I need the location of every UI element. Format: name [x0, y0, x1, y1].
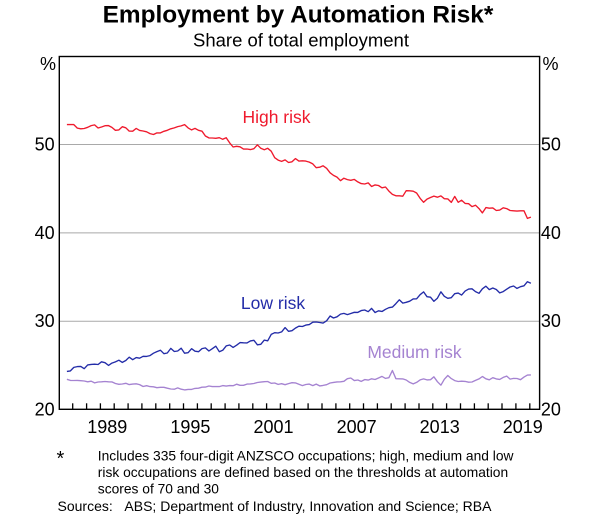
svg-text:High risk: High risk	[242, 107, 310, 127]
svg-text:*: *	[57, 448, 65, 470]
svg-text:Employment by Automation Risk*: Employment by Automation Risk*	[103, 2, 494, 29]
svg-text:Medium risk: Medium risk	[367, 342, 462, 362]
svg-text:Includes 335 four-digit ANZSCO: Includes 335 four-digit ANZSCO occupatio…	[98, 449, 514, 464]
svg-text:scores of 70 and 30: scores of 70 and 30	[98, 482, 220, 497]
svg-text:50: 50	[541, 134, 561, 154]
svg-text:1989: 1989	[87, 417, 127, 437]
svg-text:40: 40	[541, 223, 561, 243]
svg-text:50: 50	[35, 134, 55, 154]
svg-text:1995: 1995	[170, 417, 210, 437]
svg-text:2001: 2001	[253, 417, 293, 437]
svg-text:2007: 2007	[337, 417, 377, 437]
svg-text:risk occupations are defined b: risk occupations are defined based on th…	[98, 465, 508, 480]
svg-text:Share of total employment: Share of total employment	[193, 29, 409, 50]
svg-text:40: 40	[35, 223, 55, 243]
svg-text:2013: 2013	[420, 417, 460, 437]
svg-text:20: 20	[541, 399, 561, 419]
svg-text:20: 20	[35, 399, 55, 419]
svg-text:Sources: ABS; Department of: Sources: ABS; Department of Industry, In…	[58, 498, 493, 514]
svg-text:2019: 2019	[503, 417, 543, 437]
svg-text:30: 30	[35, 311, 55, 331]
svg-text:30: 30	[541, 311, 561, 331]
svg-text:%: %	[543, 54, 559, 74]
svg-text:%: %	[40, 54, 56, 74]
svg-text:Low risk: Low risk	[241, 293, 305, 313]
